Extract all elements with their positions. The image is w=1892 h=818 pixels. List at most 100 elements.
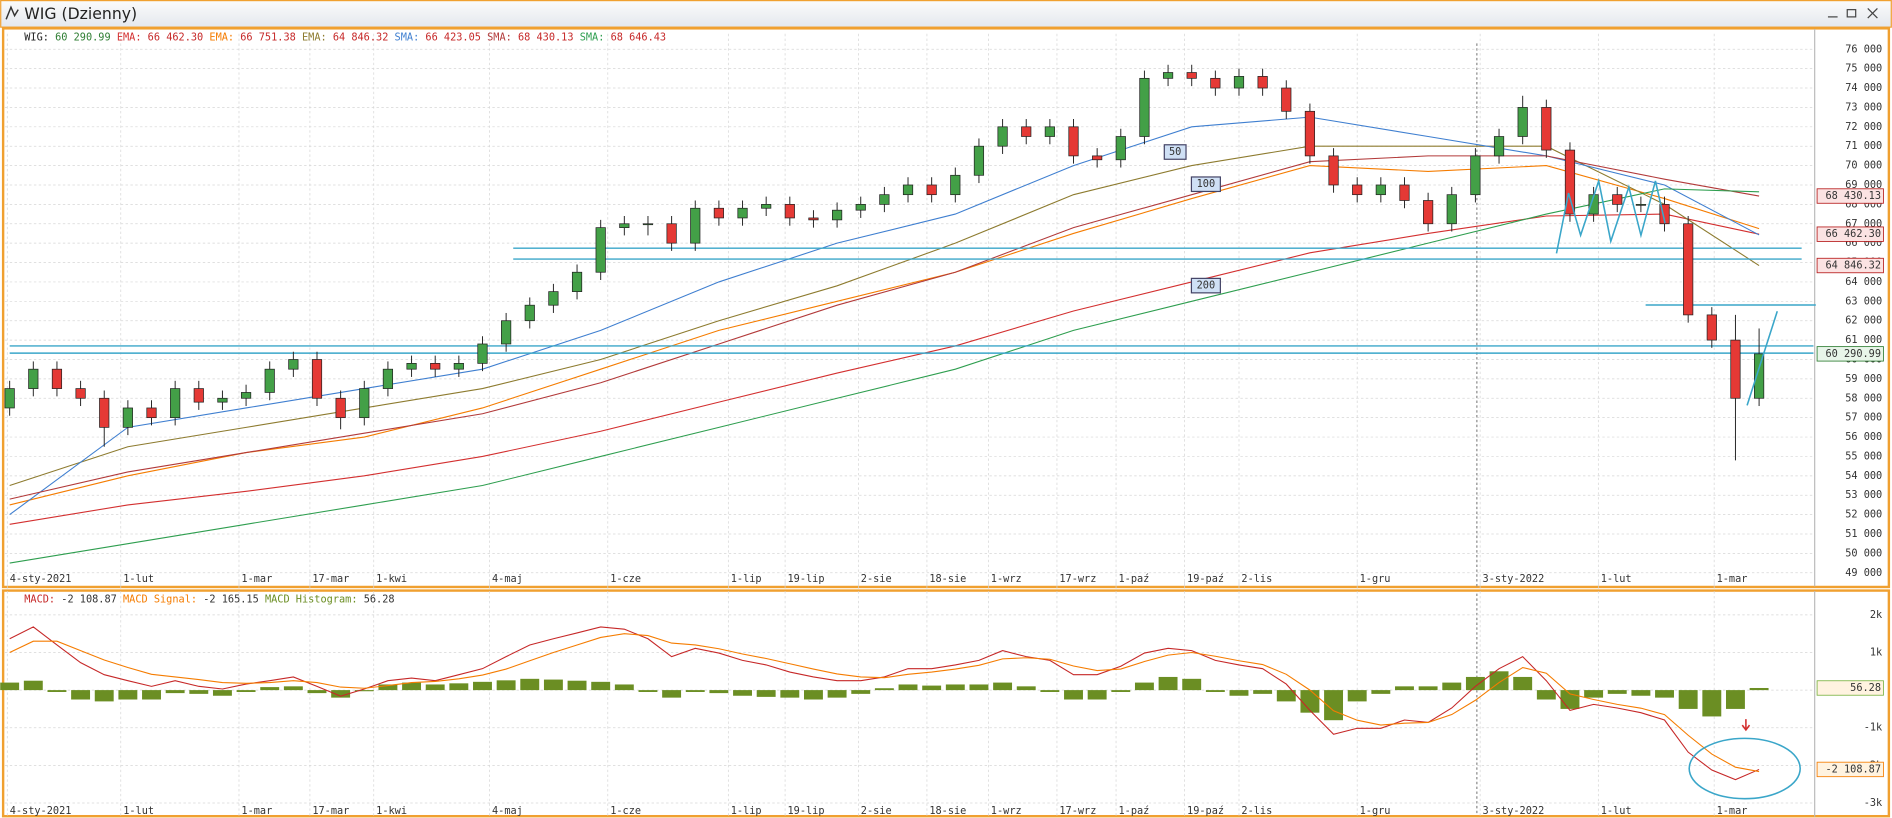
histogram-bar [1253,690,1273,694]
candle-body [642,223,654,226]
y-tick-label: 70 000 [1845,160,1882,172]
candle-body [1233,76,1245,89]
histogram-bar [165,690,185,694]
legend-value: 56.28 [364,594,395,606]
x-tick-label: 19-paź [1187,805,1224,817]
x-tick-label: 4-maj [492,805,523,817]
y-tick-label: 72 000 [1845,121,1882,133]
x-tick-label: 1-cze [610,573,641,585]
legend-name: EMA: [117,31,142,43]
candle-body [75,388,86,399]
drawings [1555,177,1801,800]
histogram-bar [614,684,634,691]
window-title: WIG (Dzienny) [24,4,137,23]
histogram-bar [567,680,587,691]
legend-value: 66 751.38 [240,31,296,43]
candle-body [761,204,772,209]
histogram-bar [94,690,114,702]
candle-body [240,392,252,399]
candle-body [1659,204,1670,225]
candle-body [997,126,1008,147]
histogram-bar [473,681,492,691]
annotation-box [1190,277,1221,294]
x-tick-label: 3-sty-2022 [1483,805,1545,817]
histogram-bar [449,683,469,691]
y-tick-label: 76 000 [1845,43,1882,55]
legend: WIG: 60 290.99 EMA: 66 462.30 EMA: 66 75… [24,31,666,43]
histogram-bar [898,684,918,691]
indicator-line [9,165,1760,506]
histogram-bar [874,688,894,691]
candle-body [146,407,157,419]
candle-body [855,204,866,211]
candle-body [501,320,512,345]
legend-name: MACD: [24,594,55,606]
candle-body [1612,194,1623,205]
candle-body [524,304,535,322]
y-tick-label: 62 000 [1845,315,1882,327]
y-tick-label: 73 000 [1845,101,1882,113]
candle-body [359,388,370,419]
x-tick-label: 1-wrz [991,805,1022,817]
x-tick-label: 1-gru [1360,805,1391,817]
candle-body [1304,110,1316,157]
candle-body [548,291,559,306]
candle-body [1517,107,1528,137]
histogram-bar [520,678,540,691]
histogram-bar [1064,690,1083,700]
candle-body [926,184,937,196]
histogram-bar [1678,690,1698,709]
histogram-bar [425,684,445,691]
legend-value: -2 165.15 [203,594,259,606]
x-tick-label: 1-paź [1118,573,1149,585]
candle-body [1399,184,1410,201]
x-tick-label: 18-sie [929,573,966,585]
x-tick-label: 19-paź [1187,573,1224,585]
candle-body [1706,314,1717,341]
y-tick-label: 50 000 [1845,547,1882,559]
last-value-label: 60 290.99 [1825,348,1881,360]
candle-body [430,363,441,370]
y-tick-label: 61 000 [1845,334,1882,346]
x-tick-label: 17-wrz [1059,805,1096,817]
candle-body [406,363,417,370]
window-buttons[interactable] [1827,8,1878,19]
histogram-bar [1655,690,1674,698]
histogram-bar [118,690,138,700]
candle-body [1352,184,1363,196]
histogram-bar [1442,682,1462,691]
candle-body [1446,194,1457,225]
histogram-bar [402,682,422,691]
y-tick-label: 71 000 [1845,140,1882,152]
candle-body [1470,155,1481,196]
histogram-bar [1465,676,1485,691]
restore-button[interactable] [1846,9,1857,18]
y-tick-label: -3k [1864,797,1883,809]
histogram-bar [780,690,800,698]
histogram-bar [260,687,280,691]
candle-body [288,359,299,370]
close-button[interactable] [1867,8,1878,19]
histogram-bar [1702,690,1722,717]
x-tick-label: 1-mar [1717,805,1748,817]
y-tick-label: 49 000 [1845,567,1882,579]
histogram-bar [1749,687,1769,691]
x-tick-label: 3-sty-2022 [1483,573,1545,585]
candle-body [571,271,583,292]
x-tick-label: 2-sie [861,805,892,817]
indicator-line [9,188,1760,564]
y-tick-label: 64 000 [1845,276,1882,288]
annotation: 100 [1197,178,1216,190]
histogram-bar [1276,690,1296,702]
histogram-bar [0,682,20,691]
legend-value: 66 423.05 [425,31,481,43]
candle-body [902,184,914,196]
x-tick-label: 1-mar [241,805,272,817]
down-arrow [1741,719,1751,732]
candle-body [619,223,630,229]
legend-name: MACD Histogram: [265,594,358,606]
histogram-bar [283,686,303,691]
candle-body [1328,155,1339,186]
candle-body [1257,76,1268,89]
histogram-bar [1584,690,1604,698]
